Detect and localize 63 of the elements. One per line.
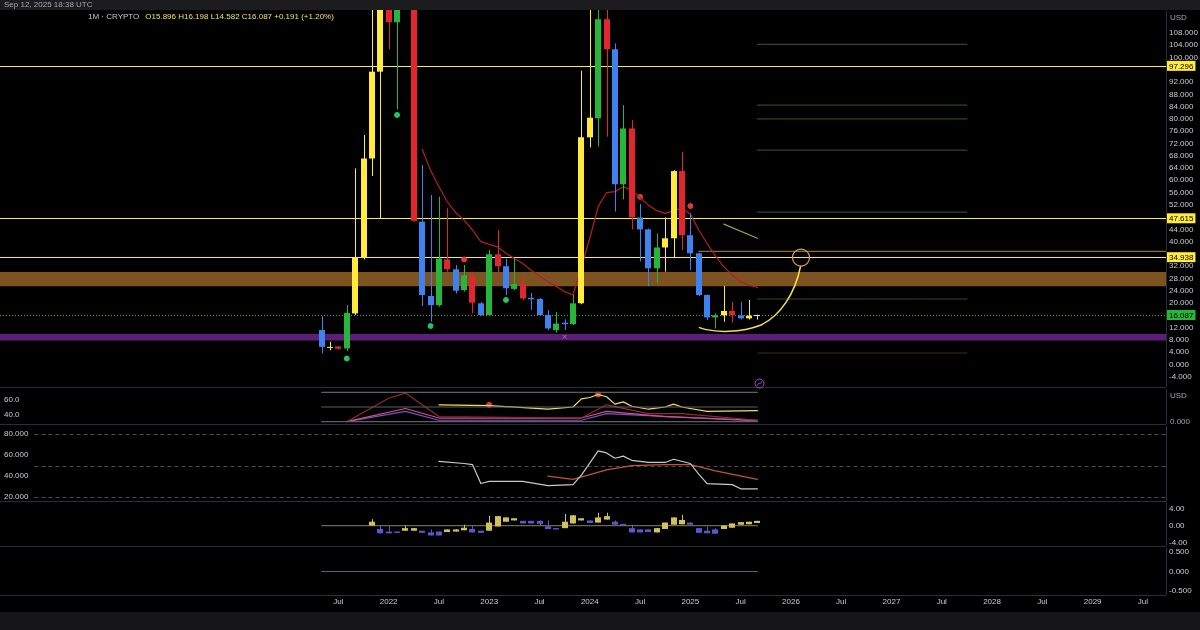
ref-line-label: 16.087 xyxy=(1169,310,1195,320)
x-tick-label: 2028 xyxy=(983,597,1002,606)
y-tick-label: 0.000 xyxy=(1169,359,1190,369)
y-tick-label: 52.000 xyxy=(1169,200,1195,210)
ref-line-label: 47.615 xyxy=(1169,213,1195,223)
y-tick-label: 40.000 xyxy=(4,471,30,481)
x-tick-label: 2024 xyxy=(580,597,600,606)
y-tick-label: 80.000 xyxy=(4,429,30,439)
x-tick-label: Jul xyxy=(1037,597,1048,606)
y-tick-label: 0.500 xyxy=(1169,546,1190,556)
y-tick-label: 100.000 xyxy=(1169,52,1199,62)
y-tick-label: 80.000 xyxy=(1169,114,1195,124)
ref-line-label: 34.938 xyxy=(1169,252,1195,262)
y-tick-label: 24.000 xyxy=(1169,285,1195,295)
y-tick-label: 40.0 xyxy=(4,409,21,419)
y-tick-label: 32.000 xyxy=(1169,261,1195,271)
y-tick-label: 0.000 xyxy=(1169,566,1190,576)
y-tick-label: 44.000 xyxy=(1169,224,1195,234)
y-tick-label: 0.00 xyxy=(1169,520,1186,530)
y-tick-label: 68.000 xyxy=(1169,150,1195,160)
x-tick-label: Jul xyxy=(433,597,445,606)
y-tick-label: -0.500 xyxy=(1169,586,1193,596)
y-tick-label: 8.000 xyxy=(1169,335,1190,345)
y-tick-label: 12.000 xyxy=(1169,322,1195,332)
ref-line-label: 97.296 xyxy=(1169,61,1195,71)
y-tick-label: -4.00 xyxy=(1169,537,1188,547)
y-tick-label: 108.000 xyxy=(1169,28,1199,38)
y-tick-label: 76.000 xyxy=(1169,126,1195,136)
x-tick-label: 2029 xyxy=(1083,597,1103,606)
x-tick-label: 2023 xyxy=(480,597,499,606)
x-tick-label: Jul xyxy=(634,597,646,606)
chart-title: 1M · CRYPTO xyxy=(88,12,140,21)
y-tick-label: 28.000 xyxy=(1169,273,1195,283)
x-tick-label: 2025 xyxy=(681,597,700,606)
chart-subtitle: O15.896 H16.198 L14.582 C16.087 +0.191 (+1.20%) xyxy=(145,12,334,21)
x-tick-label: 2027 xyxy=(882,597,901,606)
text: USD xyxy=(1170,391,1187,400)
x-tick-label: Jul xyxy=(936,597,948,606)
y-tick-label: 4.00 xyxy=(1169,503,1186,513)
y-tick-label: 20.000 xyxy=(4,492,30,502)
x-tick-label: 2022 xyxy=(379,597,399,606)
x-tick-label: 2026 xyxy=(782,597,801,606)
x-tick-label: Jul xyxy=(1137,597,1149,606)
y-tick-label: 60.000 xyxy=(4,450,30,460)
x-tick-label: Jul xyxy=(534,597,545,606)
y-tick-label: 60.0 xyxy=(4,394,21,404)
y-tick-label: -4.000 xyxy=(1169,371,1193,381)
y-tick-label: 56.000 xyxy=(1169,187,1195,197)
y-tick-label: 20.000 xyxy=(1169,298,1195,308)
x-tick-label: Jul xyxy=(836,597,847,606)
y-tick-label: 72.000 xyxy=(1169,138,1195,148)
y-tick-label: 88.000 xyxy=(1169,89,1195,99)
y-tick-label: 60.000 xyxy=(1169,175,1195,185)
text: Sep 12, 2025 18:38 UTC xyxy=(4,0,93,9)
y-tick-label: 64.000 xyxy=(1169,163,1195,173)
y-tick-label: 40.000 xyxy=(1169,236,1195,246)
y-tick-label: 92.000 xyxy=(1169,77,1195,87)
y-tick-label: 4.000 xyxy=(1169,347,1190,357)
x-tick-label: Jul xyxy=(735,597,746,606)
x-tick-label: Jul xyxy=(333,597,344,606)
text: USD xyxy=(1170,13,1187,22)
y-tick-label: 104.000 xyxy=(1169,40,1199,50)
y-tick-label: 84.000 xyxy=(1169,101,1195,111)
